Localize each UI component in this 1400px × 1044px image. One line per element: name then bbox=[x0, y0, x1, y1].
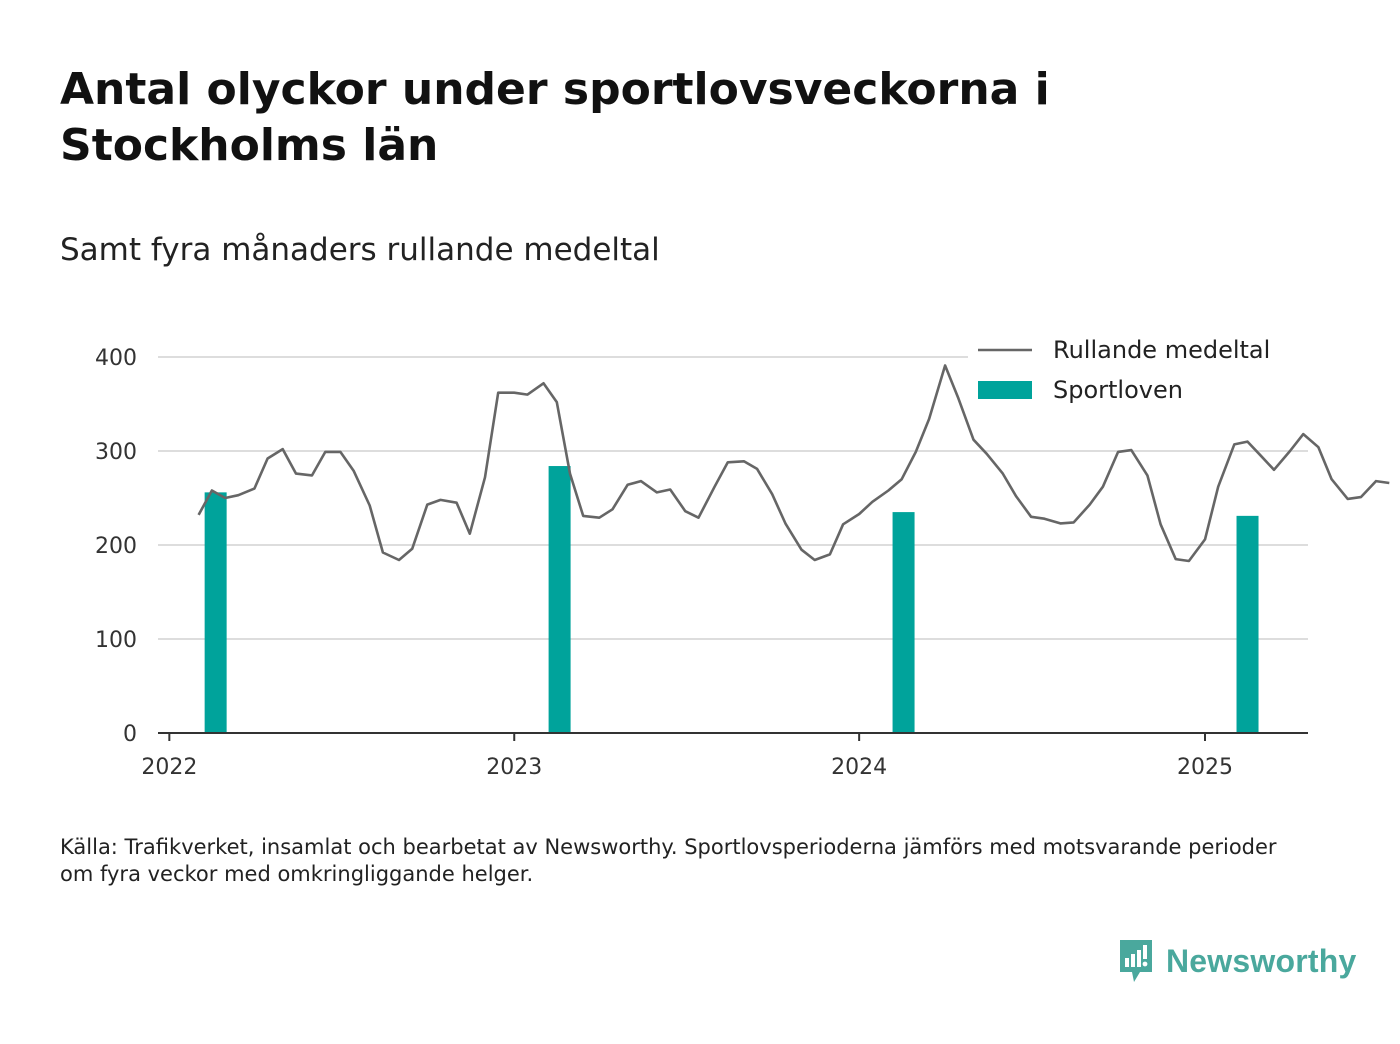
x-tick-label: 2023 bbox=[486, 755, 542, 780]
line-series-rullande-medeltal bbox=[197, 364, 1390, 563]
x-tick-label: 2022 bbox=[141, 755, 197, 780]
chart-bars-speech-bubble-icon bbox=[1120, 940, 1152, 982]
bar-sportloven bbox=[892, 512, 915, 733]
bar-sportloven bbox=[204, 492, 227, 733]
chart-subtitle: Samt fyra månaders rullande medeltal bbox=[60, 232, 660, 268]
newsworthy-logo: Newsworthy bbox=[1118, 938, 1356, 984]
chart-title: Antal olyckor under sportlovsveckorna i … bbox=[60, 64, 1050, 171]
y-tick-label: 100 bbox=[95, 628, 137, 653]
source-note: Källa: Trafikverket, insamlat och bearbe… bbox=[60, 835, 1277, 886]
y-tick-label: 400 bbox=[95, 346, 137, 371]
legend-label-rullande-medeltal: Rullande medeltal bbox=[1053, 336, 1270, 364]
bar-series-sportloven bbox=[204, 466, 1259, 733]
rolling-average-line bbox=[197, 364, 1390, 563]
axes: 0 100 200 300 400 2022 2023 2024 2025 bbox=[95, 346, 1308, 780]
y-tick-label: 300 bbox=[95, 440, 137, 465]
brand-name: Newsworthy bbox=[1166, 942, 1357, 979]
x-tick-label: 2025 bbox=[1177, 755, 1233, 780]
bar-sportloven bbox=[548, 466, 571, 733]
legend-label-sportloven: Sportloven bbox=[1053, 376, 1183, 404]
y-tick-label: 0 bbox=[123, 722, 137, 747]
x-tick-label: 2024 bbox=[831, 755, 887, 780]
legend: Rullande medeltal Sportloven bbox=[968, 330, 1308, 412]
legend-bar-swatch bbox=[978, 381, 1032, 399]
y-tick-label: 200 bbox=[95, 534, 137, 559]
bar-sportloven bbox=[1236, 515, 1259, 733]
